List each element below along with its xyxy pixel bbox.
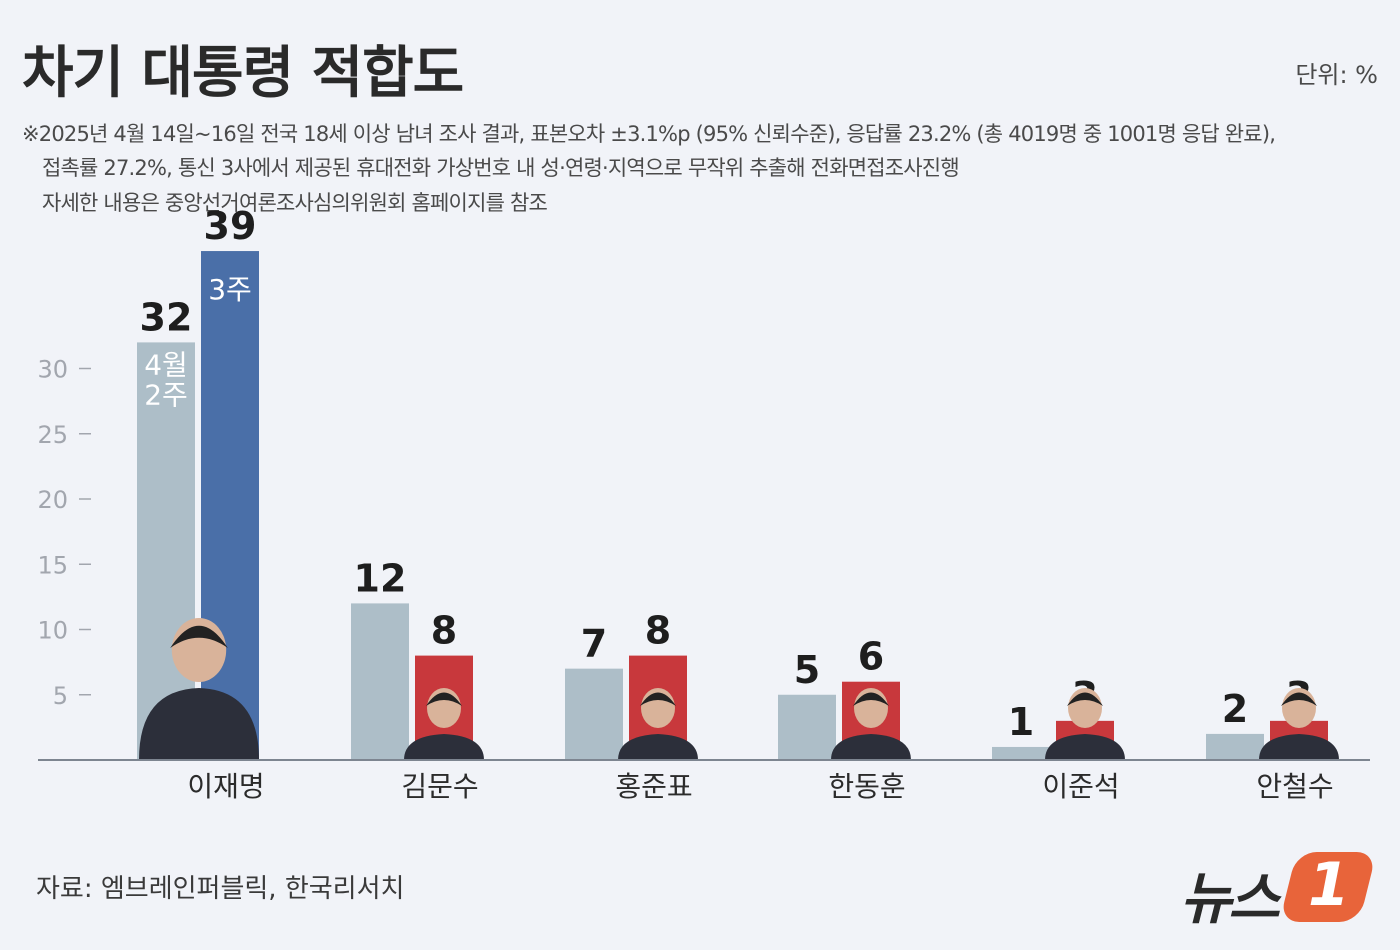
- category-label-2: 홍준표: [615, 770, 692, 803]
- value-label-cur-0: 39: [204, 204, 257, 248]
- value-label-prev-3: 5: [794, 648, 820, 692]
- y-tick-label-15: 15: [37, 551, 68, 579]
- y-tick-label-30: 30: [37, 356, 68, 384]
- category-label-0: 이재명: [187, 770, 264, 803]
- portrait-hair-1: [426, 692, 462, 706]
- bar-cur-0: [201, 251, 259, 761]
- value-label-prev-1: 12: [354, 556, 407, 600]
- source-label: 자료: 엠브레인퍼블릭, 한국리서치: [36, 874, 405, 904]
- survey-note-line-2: 접촉률 27.2%, 통신 3사에서 제공된 휴대전화 가상번호 내 성·연령·…: [42, 156, 960, 180]
- in-bar-label-cur: 3주: [208, 273, 252, 306]
- logo-badge-text: 1: [1308, 850, 1350, 920]
- bar-prev-4: [992, 746, 1050, 760]
- bar-prev-2: [565, 668, 623, 760]
- in-bar-label-prev-1: 4월: [144, 348, 188, 381]
- portrait-hair-5: [1281, 692, 1317, 706]
- survey-note-line-1: ※2025년 4월 14일~16일 전국 18세 이상 남녀 조사 결과, 표본…: [22, 122, 1276, 146]
- category-label-4: 이준석: [1042, 770, 1119, 803]
- y-tick-label-25: 25: [37, 421, 68, 449]
- chart-title: 차기 대통령 적합도: [22, 41, 464, 106]
- y-tick-label-10: 10: [37, 617, 68, 645]
- portrait-hair-3: [853, 692, 889, 706]
- portrait-body-5: [1259, 734, 1339, 760]
- portrait-body-4: [1045, 734, 1125, 760]
- bar-prev-5: [1206, 733, 1264, 760]
- portrait-body-2: [618, 734, 698, 760]
- portrait-body-3: [831, 734, 911, 760]
- portrait-hair-2: [640, 692, 676, 706]
- value-label-cur-2: 8: [645, 609, 671, 653]
- value-label-prev-2: 7: [581, 622, 607, 666]
- portrait-body-0: [139, 688, 259, 760]
- portrait-hair-0: [170, 625, 228, 648]
- portrait-hair-4: [1067, 692, 1103, 706]
- value-label-prev-0: 32: [140, 295, 193, 339]
- news1-logo: 뉴스 1: [1180, 848, 1377, 932]
- bar-prev-3: [778, 694, 836, 760]
- portrait-body-1: [404, 734, 484, 760]
- bar-chart: 510152025303239이재명128김문수78홍준표56한동훈13이준석2…: [37, 204, 1370, 803]
- category-label-1: 김문수: [401, 770, 478, 803]
- y-tick-label-5: 5: [53, 682, 68, 710]
- bar-prev-1: [351, 603, 409, 760]
- value-label-cur-1: 8: [431, 609, 457, 653]
- category-label-3: 한동훈: [828, 770, 905, 803]
- category-label-5: 안철수: [1256, 770, 1333, 803]
- in-bar-label-prev-2: 2주: [144, 378, 188, 411]
- value-label-prev-5: 2: [1222, 687, 1248, 731]
- value-label-cur-3: 6: [858, 635, 884, 679]
- value-label-prev-4: 1: [1008, 700, 1034, 744]
- survey-note-line-3: 자세한 내용은 중앙선거여론조사심의위원회 홈페이지를 참조: [42, 191, 548, 215]
- logo-text: 뉴스: [1180, 867, 1280, 932]
- y-tick-label-20: 20: [37, 486, 68, 514]
- unit-label: 단위: %: [1295, 61, 1378, 89]
